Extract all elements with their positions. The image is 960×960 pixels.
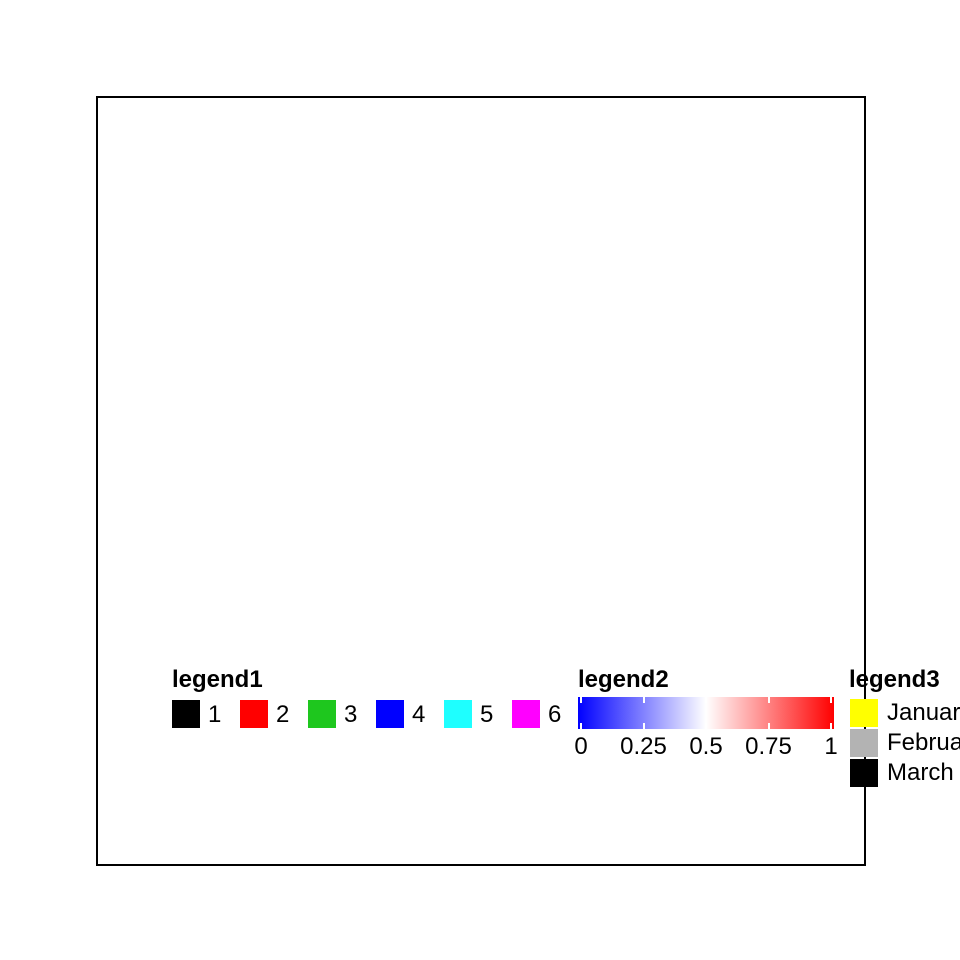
legend1-key-2 [240,700,268,728]
legend3-title: legend3 [849,666,940,693]
legend1-label-4: 4 [412,701,426,728]
legend3-key-january [850,699,878,727]
legend1-key-1 [172,700,200,728]
legend2-tick-top [705,697,707,703]
legend2-tick-label: 1 [824,733,838,760]
legend3-label-february: February [887,729,960,756]
legend1-label-3: 3 [344,701,358,728]
legend2-tick-top [830,697,832,703]
legend1-key-3 [308,700,336,728]
legend1-label-1: 1 [208,701,222,728]
legend1-key-5 [444,700,472,728]
legend1-label-5: 5 [480,701,494,728]
legend3-label-january: January [887,699,960,726]
legend2-tick-bottom [830,723,832,729]
legend2-tick-top [580,697,582,703]
legend2-tick-top [767,697,770,703]
legend2-tick-bottom [580,723,582,729]
legend3-key-february [850,729,878,757]
legend2-tick-bottom [767,723,770,729]
legend2-tick-bottom [642,723,645,729]
legend1-label-2: 2 [276,701,290,728]
plot-panel [96,96,866,866]
legend1-title: legend1 [172,666,263,693]
legend2-title: legend2 [578,666,669,693]
legend2-tick-label: 0.25 [620,733,667,760]
legend1-key-4 [376,700,404,728]
legend2-tick-label: 0.75 [745,733,792,760]
legend2-tick-top [642,697,645,703]
legend2-tick-label: 0 [574,733,588,760]
legend1-label-6: 6 [548,701,562,728]
legend2-tick-label: 0.5 [689,733,723,760]
legend2-tick-bottom [705,723,707,729]
legend3-key-march [850,759,878,787]
legend3-label-march: March [887,759,954,786]
legend1-key-6 [512,700,540,728]
